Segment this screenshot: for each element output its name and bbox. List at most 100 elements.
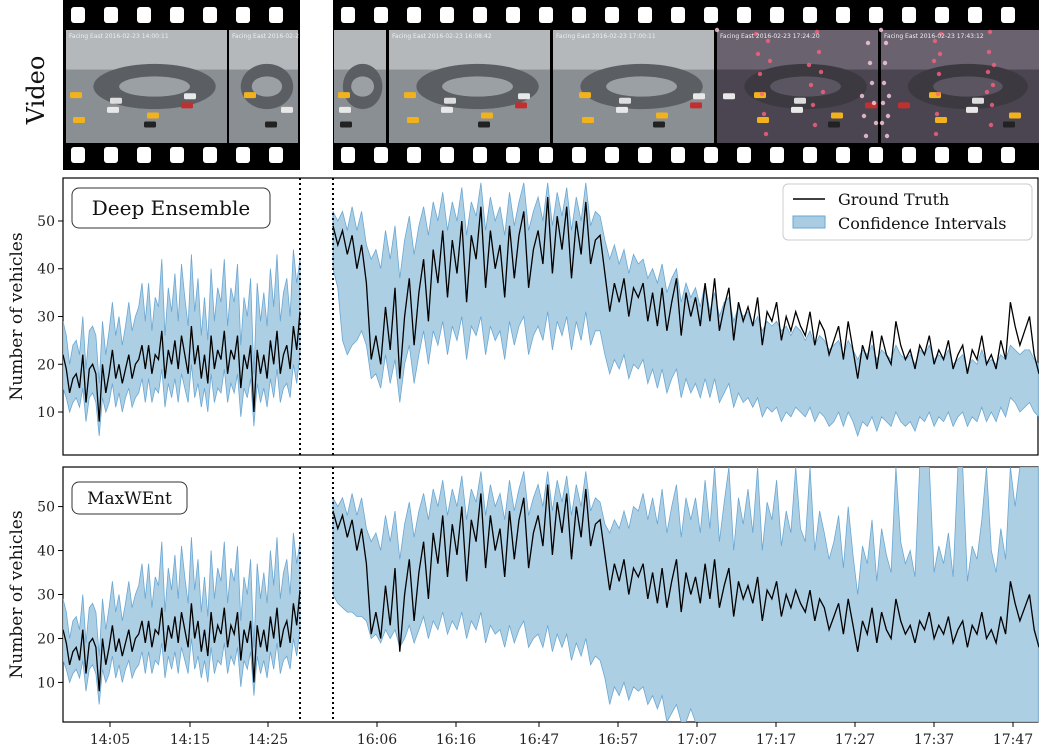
sprocket-hole [737, 147, 751, 163]
sprocket-hole [1001, 7, 1015, 23]
sprocket-hole [236, 7, 250, 23]
x-tick-label: 14:05 [90, 732, 130, 748]
sprocket-hole [836, 147, 850, 163]
sprocket-hole [638, 147, 652, 163]
y-tick-label: 50 [37, 500, 55, 516]
sprocket-hole [770, 7, 784, 23]
method-label: MaxWEnt [71, 481, 188, 515]
sprocket-hole [71, 7, 85, 23]
sprocket-hole [104, 7, 118, 23]
sprocket-hole [902, 7, 916, 23]
sprocket-hole [440, 7, 454, 23]
sprocket-hole [869, 147, 883, 163]
ground-truth-line [332, 484, 1039, 652]
sprocket-hole [341, 147, 355, 163]
sprocket-hole [902, 147, 916, 163]
video-frame: Facing East 2016-02-23 17:24:20 [714, 27, 879, 143]
sprocket-hole [506, 7, 520, 23]
sprocket-hole [572, 147, 586, 163]
y-tick-label: 30 [37, 588, 55, 604]
sprocket-hole [770, 147, 784, 163]
video-frame: Facing East 2016-02-23 16:08:42 [389, 30, 550, 143]
legend-swatch-confidence [792, 215, 826, 229]
sprocket-hole [803, 147, 817, 163]
x-tick-label: 17:27 [835, 732, 875, 748]
sprocket-hole [203, 147, 217, 163]
y-tick-label: 50 [37, 214, 55, 230]
legend-label-confidence: Confidence Intervals [838, 214, 1006, 233]
video-label: Video [22, 56, 50, 126]
sprocket-hole [869, 7, 883, 23]
video-frame: Facing East 2016-02-23 17:43:12 [878, 27, 1039, 143]
frame-caption: Facing East 2016-02-23 17:00:11 [556, 33, 656, 40]
sprocket-hole [506, 147, 520, 163]
sprocket-hole [737, 7, 751, 23]
sprocket-hole [203, 7, 217, 23]
y-tick-label: 40 [37, 262, 55, 278]
x-tick-label: 16:47 [519, 732, 559, 748]
sprocket-hole [539, 7, 553, 23]
sprocket-hole [407, 147, 421, 163]
legend-label-ground-truth: Ground Truth [838, 190, 949, 209]
x-tick-label: 14:25 [248, 732, 288, 748]
sprocket-hole [803, 7, 817, 23]
ground-truth-line [63, 590, 301, 692]
x-tick-label: 17:17 [756, 732, 796, 748]
sprocket-hole [638, 7, 652, 23]
y-tick-label: 10 [37, 675, 55, 691]
x-tick-label: 16:06 [357, 732, 397, 748]
sprocket-hole [137, 7, 151, 23]
sprocket-hole [671, 147, 685, 163]
method-title: MaxWEnt [87, 489, 172, 509]
frame-caption: Facing East 2016-02-23 14:00:11 [69, 33, 169, 40]
sprocket-hole [374, 147, 388, 163]
y-axis-label: Number of vehicles [7, 510, 27, 678]
x-tick-label: 16:57 [598, 732, 638, 748]
method-label: Deep Ensemble [71, 187, 271, 229]
sprocket-hole [269, 7, 283, 23]
sprocket-hole [836, 7, 850, 23]
x-tick-label: 16:16 [436, 732, 476, 748]
sprocket-hole [605, 147, 619, 163]
video-frame: Facing East 2016-02-2 [229, 30, 299, 143]
sprocket-hole [572, 7, 586, 23]
confidence-band [332, 467, 1039, 722]
sprocket-hole [71, 147, 85, 163]
ground-truth-line [332, 197, 1039, 379]
sprocket-hole [170, 7, 184, 23]
sprocket-hole [704, 147, 718, 163]
sprocket-hole [236, 147, 250, 163]
method-title: Deep Ensemble [92, 196, 250, 220]
video-frame: Facing East 2016-02-23 14:00:11 [66, 30, 227, 143]
sprocket-hole [341, 7, 355, 23]
sprocket-hole [968, 7, 982, 23]
sprocket-hole [473, 147, 487, 163]
sprocket-hole [935, 147, 949, 163]
y-tick-label: 20 [37, 631, 55, 647]
x-tick-label: 14:15 [170, 732, 210, 748]
sprocket-hole [671, 7, 685, 23]
x-tick-label: 17:07 [677, 732, 717, 748]
y-tick-label: 20 [37, 357, 55, 373]
frame-caption: Facing East 2016-02-23 17:24:20 [720, 33, 820, 40]
panel-maxwent: 10 20 30 40 50 Number of vehicles MaxWEnt 14:05… [7, 466, 1039, 748]
sprocket-hole [935, 7, 949, 23]
sprocket-hole [1001, 147, 1015, 163]
sprocket-hole [539, 147, 553, 163]
sprocket-hole [374, 7, 388, 23]
confidence-band [332, 182, 1039, 438]
x-tick-label: 17:47 [993, 732, 1033, 748]
x-tick-label: 17:37 [914, 732, 954, 748]
y-tick-label: 30 [37, 310, 55, 326]
video-frame: Facing East 2016-02-23 17:00:11 [553, 30, 714, 143]
video-filmstrips: Facing East 2016-02-23 14:00:11 Facing Ea… [63, 0, 1039, 170]
frame-caption: Facing East 2016-02-23 16:08:42 [392, 33, 492, 40]
sprocket-hole [473, 7, 487, 23]
sprocket-hole [605, 7, 619, 23]
sprocket-hole [968, 147, 982, 163]
y-tick-label: 10 [37, 405, 55, 421]
sprocket-hole [170, 147, 184, 163]
frame-caption: Facing East 2016-02-23 17:43:12 [884, 33, 984, 40]
sprocket-hole [704, 7, 718, 23]
